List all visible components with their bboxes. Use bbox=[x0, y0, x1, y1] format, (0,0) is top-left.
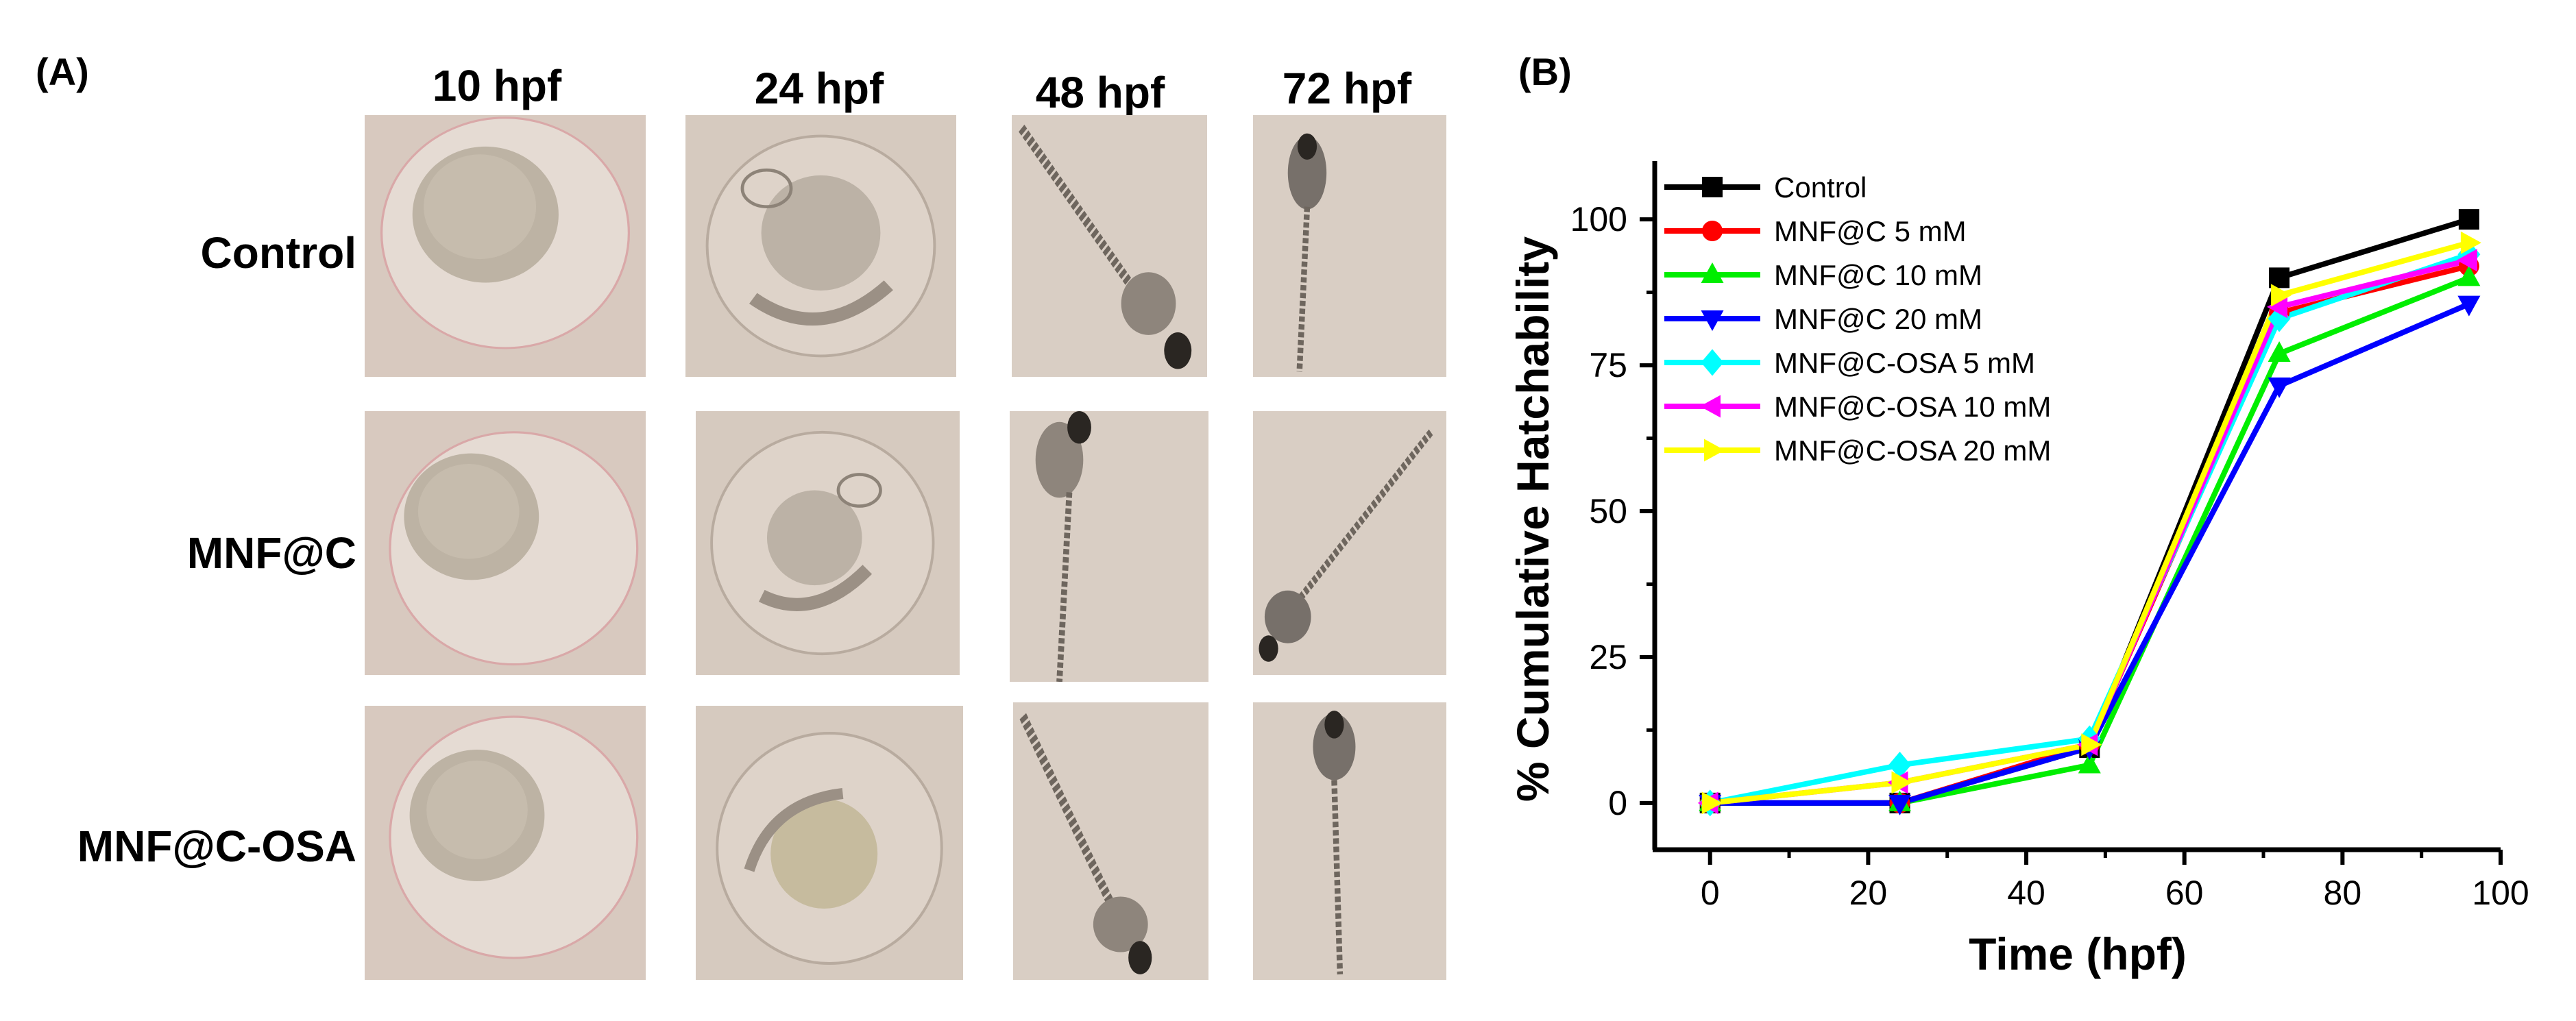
data-point-series-2 bbox=[2078, 752, 2101, 774]
series-line-5 bbox=[1710, 257, 2470, 806]
y-tick-label: 0 bbox=[1608, 784, 1627, 822]
data-point-series-3 bbox=[2457, 295, 2481, 317]
x-tick-label: 20 bbox=[1849, 874, 1888, 912]
data-point-series-6 bbox=[1701, 791, 1723, 815]
micrograph-mnfc-48hpf bbox=[1010, 411, 1208, 682]
legend-label-3: MNF@C 20 mM bbox=[1774, 303, 1982, 335]
micrograph-control-10hpf bbox=[365, 115, 646, 377]
y-tick-label: 75 bbox=[1589, 346, 1627, 384]
x-tick-label: 40 bbox=[2007, 874, 2045, 912]
data-point-series-0 bbox=[2458, 209, 2479, 230]
legend-marker-1 bbox=[1702, 221, 1723, 241]
y-axis-title: % Cumulative Hatchability bbox=[1507, 236, 1558, 802]
legend-marker-6 bbox=[1704, 439, 1725, 462]
column-header-72hpf: 72 hpf bbox=[1282, 64, 1412, 113]
x-tick-label: 0 bbox=[1701, 874, 1720, 912]
micrograph-control-24hpf bbox=[685, 115, 956, 377]
y-tick-label: 50 bbox=[1589, 492, 1627, 530]
row-label-control: Control bbox=[200, 228, 357, 278]
data-point-series-6 bbox=[2271, 284, 2292, 307]
legend-label-4: MNF@C-OSA 5 mM bbox=[1774, 347, 2035, 379]
data-point-series-2 bbox=[2268, 341, 2291, 362]
legend-marker-3 bbox=[1701, 310, 1724, 331]
legend-marker-4 bbox=[1701, 349, 1724, 376]
data-point-series-5 bbox=[2267, 295, 2288, 319]
row-label-mnfc: MNF@C bbox=[186, 528, 356, 578]
x-tick-label: 80 bbox=[2324, 874, 2362, 912]
hatchability-chart: 0 20 40 60 80 100 0 25 50 75 100 Time (hpf) % Cumula… bbox=[1507, 161, 2529, 979]
micrograph-mnfc-10hpf bbox=[365, 411, 646, 675]
legend-marker-2 bbox=[1701, 262, 1724, 283]
data-point-series-0 bbox=[2269, 267, 2290, 288]
y-tick-label: 25 bbox=[1589, 638, 1627, 676]
panel-b-label: (B) bbox=[1518, 50, 1572, 93]
data-point-series-6 bbox=[2460, 231, 2481, 254]
legend-label-2: MNF@C 10 mM bbox=[1774, 259, 1982, 291]
column-header-48hpf: 48 hpf bbox=[1035, 68, 1165, 117]
legend-label-0: Control bbox=[1774, 171, 1867, 204]
panel-a-label: (A) bbox=[36, 50, 89, 93]
data-point-series-3 bbox=[1888, 794, 1912, 815]
data-point-series-6 bbox=[1891, 771, 1912, 794]
micrograph-control-48hpf bbox=[1012, 115, 1207, 377]
micrograph-control-72hpf bbox=[1253, 115, 1446, 377]
micrograph-mnfc-24hpf bbox=[696, 411, 960, 675]
y-tick-label: 100 bbox=[1570, 200, 1627, 238]
micrograph-mnfc-osa-48hpf bbox=[1013, 702, 1208, 980]
column-header-24hpf: 24 hpf bbox=[754, 64, 884, 113]
data-point-series-5 bbox=[2456, 249, 2477, 272]
micrograph-mnfc-72hpf bbox=[1253, 411, 1446, 675]
legend-marker-5 bbox=[1700, 395, 1721, 418]
data-point-series-2 bbox=[2457, 265, 2481, 286]
row-label-mnfc-osa: MNF@C-OSA bbox=[77, 822, 356, 871]
micrograph-mnfc-osa-72hpf bbox=[1253, 702, 1446, 980]
data-point-series-6 bbox=[2081, 733, 2102, 756]
legend-label-6: MNF@C-OSA 20 mM bbox=[1774, 434, 2051, 467]
series-line-4 bbox=[1709, 251, 2470, 806]
legend-label-1: MNF@C 5 mM bbox=[1774, 215, 1967, 247]
legend-marker-0 bbox=[1702, 177, 1723, 197]
data-point-series-4 bbox=[1888, 752, 1912, 779]
x-tick-label: 60 bbox=[2165, 874, 2204, 912]
x-tick-label: 100 bbox=[2472, 874, 2529, 912]
x-axis-title: Time (hpf) bbox=[1969, 928, 2187, 979]
column-header-10hpf: 10 hpf bbox=[432, 61, 562, 110]
legend-label-5: MNF@C-OSA 10 mM bbox=[1774, 391, 2051, 423]
micrograph-mnfc-osa-10hpf bbox=[365, 706, 646, 980]
micrograph-mnfc-osa-24hpf bbox=[696, 706, 963, 980]
data-point-series-3 bbox=[2268, 377, 2291, 398]
